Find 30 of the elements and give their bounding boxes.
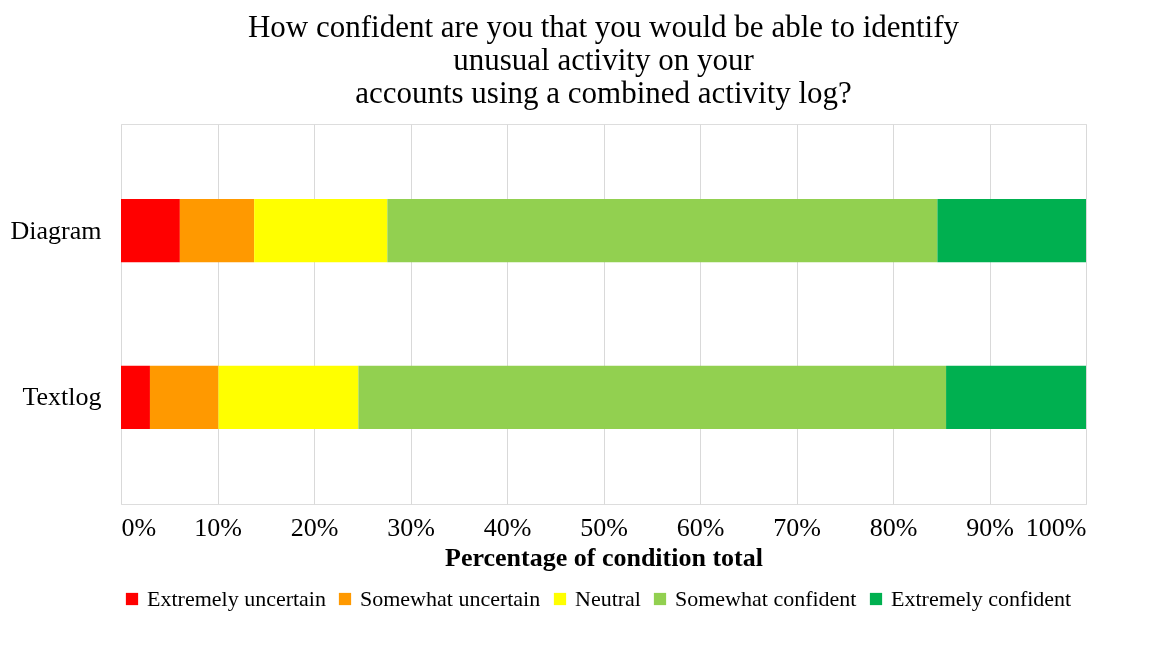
x-tick-label: 40% bbox=[483, 512, 532, 542]
y-tick-label: Textlog bbox=[22, 382, 102, 412]
bar bbox=[254, 199, 388, 263]
bar bbox=[121, 199, 180, 263]
bar bbox=[121, 365, 150, 429]
legend-label: Somewhat uncertain bbox=[360, 586, 541, 611]
x-tick-label: 80% bbox=[869, 512, 918, 542]
x-tick-label: 30% bbox=[387, 512, 435, 542]
bar bbox=[387, 199, 938, 263]
x-tick-label: 20% bbox=[290, 512, 339, 542]
x-tick-label: 100% bbox=[1025, 512, 1087, 542]
legend-label: Somewhat confident bbox=[675, 586, 857, 611]
x-tick-label: 50% bbox=[580, 512, 628, 542]
legend-label: Extremely uncertain bbox=[147, 586, 326, 611]
bar bbox=[946, 365, 1086, 429]
x-tick-label: 10% bbox=[194, 512, 242, 542]
x-tick-label: 70% bbox=[773, 512, 821, 542]
bar bbox=[149, 365, 219, 429]
bar bbox=[218, 365, 359, 429]
y-tick-label: Diagram bbox=[10, 215, 102, 245]
bar bbox=[937, 199, 1086, 263]
x-tick-label: 60% bbox=[676, 512, 725, 542]
x-tick-label: 0% bbox=[121, 512, 157, 542]
bar bbox=[358, 365, 947, 429]
text: How confident are you that you would be able to identify bbox=[247, 9, 960, 44]
legend-label: Neutral bbox=[575, 586, 641, 611]
bar bbox=[179, 199, 255, 263]
legend-label: Extremely confident bbox=[891, 586, 1072, 611]
x-axis-title: Percentage of condition total bbox=[445, 542, 763, 572]
x-tick-label: 90% bbox=[966, 512, 1014, 542]
